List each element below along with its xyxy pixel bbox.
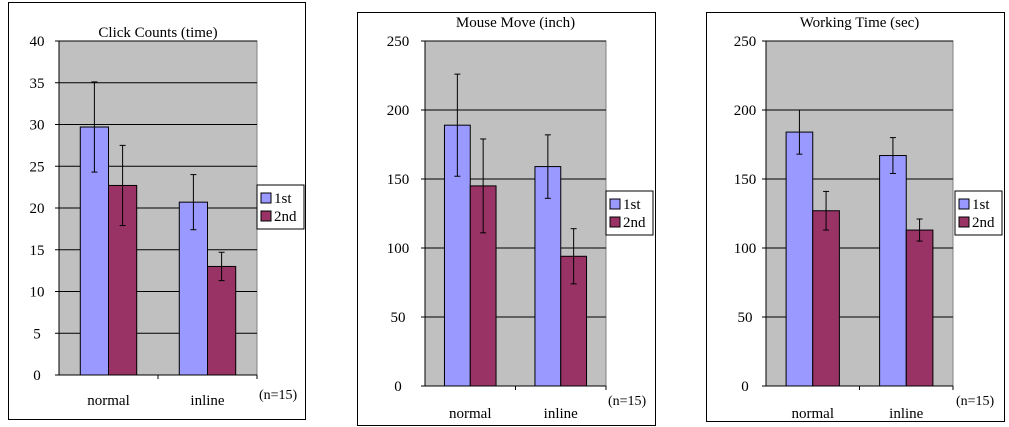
bar-1st-normal (785, 131, 814, 387)
legend-label-1st: 1st (972, 197, 990, 213)
sample-size-note: (n=15) (259, 388, 298, 403)
x-category-label: inline (190, 393, 225, 409)
y-tick-label: 0 (741, 379, 749, 395)
y-tick-label: 200 (734, 103, 757, 119)
legend-label-2nd: 2nd (972, 215, 995, 231)
chart-svg: 0 5 10 15 20 25 30 35 40 Click Counts (time) norma… (30, 25, 305, 409)
y-tick-label: 35 (30, 76, 45, 92)
bar-2nd-inline (207, 265, 237, 376)
y-tick-label: 0 (394, 379, 402, 395)
y-tick-label: 50 (738, 310, 753, 326)
bar-2nd-inline (905, 229, 934, 387)
bar-1st-inline (879, 155, 907, 387)
working-time-chart: 0 50 100 150 200 250 Working Time (sec) normal i… (706, 12, 1005, 422)
legend-box (256, 184, 305, 230)
x-category-label: normal (87, 393, 130, 409)
x-category-label: inline (544, 406, 579, 422)
y-tick-label: 15 (30, 243, 45, 259)
click-counts-chart: 0 5 10 15 20 25 30 35 40 Click Counts (time) norma… (8, 2, 306, 420)
legend-swatch-2nd (958, 216, 970, 228)
y-tick-label: 25 (30, 159, 45, 175)
y-tick-label: 200 (387, 103, 410, 119)
y-tick-label: 100 (734, 241, 757, 257)
legend-swatch-2nd (260, 210, 272, 222)
y-tick-label: 150 (387, 172, 410, 188)
bar-1st-inline (534, 166, 562, 387)
sample-size-note: (n=15) (608, 394, 647, 409)
mouse-move-chart: 0 50 100 150 200 250 Mouse Move (inch) normal in… (357, 12, 656, 426)
chart-title: Click Counts (time) (98, 25, 217, 41)
y-tick-label: 250 (734, 34, 757, 50)
legend-swatch-1st (260, 192, 272, 204)
x-category-label: normal (449, 406, 492, 422)
x-category-label: inline (889, 406, 924, 422)
y-tick-label: 20 (30, 201, 45, 217)
y-tick-label: 0 (33, 368, 41, 384)
bar-2nd-normal (812, 210, 840, 387)
legend-swatch-1st (958, 198, 970, 210)
y-tick-label: 30 (30, 118, 45, 134)
y-tick-label: 40 (30, 34, 45, 50)
bar-1st-inline (178, 201, 209, 376)
legend-box (605, 190, 654, 236)
chart-title: Mouse Move (inch) (456, 15, 575, 31)
legend-label-1st: 1st (623, 197, 641, 213)
y-tick-label: 150 (734, 172, 757, 188)
legend-swatch-2nd (609, 216, 621, 228)
y-tick-label: 50 (391, 310, 406, 326)
legend-box (954, 190, 1003, 236)
legend-swatch-1st (609, 198, 621, 210)
y-tick-label: 100 (387, 241, 410, 257)
x-category-label: normal (792, 406, 835, 422)
y-tick-label: 250 (387, 34, 410, 50)
chart-svg: 0 50 100 150 200 250 Mouse Move (inch) normal in… (387, 15, 654, 422)
legend-label-1st: 1st (274, 191, 292, 207)
chart-title: Working Time (sec) (800, 15, 920, 31)
sample-size-note: (n=15) (956, 394, 995, 409)
y-tick-label: 5 (33, 326, 41, 342)
y-tick-label: 10 (30, 285, 45, 301)
legend-label-2nd: 2nd (623, 215, 646, 231)
chart-svg: 0 50 100 150 200 250 Working Time (sec) normal i… (734, 15, 1003, 422)
legend-label-2nd: 2nd (274, 209, 297, 225)
